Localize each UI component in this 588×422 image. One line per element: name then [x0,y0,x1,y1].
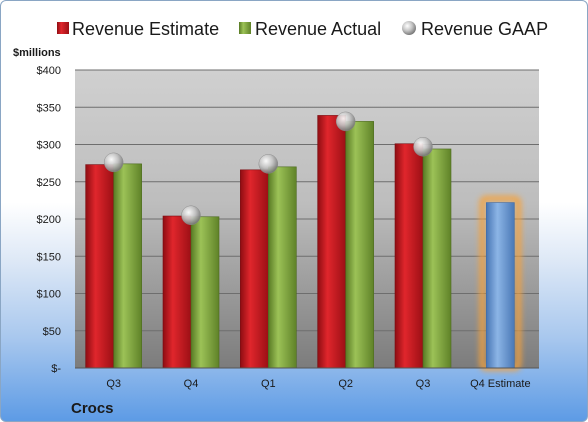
bar-revenue-actual [345,121,374,369]
marker-revenue-gaap [103,152,124,173]
x-category-label: Q4 Estimate [470,378,531,390]
x-category-label: Q2 [338,378,353,390]
legend: Revenue Estimate Revenue Actual Revenue … [57,19,548,39]
y-tick-label: $50 [43,326,61,338]
legend-label-gaap: Revenue GAAP [421,19,548,39]
marker-revenue-gaap [258,154,279,174]
marker-revenue-gaap [335,111,356,132]
marker-revenue-gaap [413,136,433,157]
bars [85,115,522,371]
y-tick-label: $250 [37,177,61,189]
company-label: Crocs [71,400,114,417]
x-axis-categories: Q3 Q4 Q1 Q2 Q3 Q4 Estimate [106,378,530,390]
y-unit-label: $millions [13,47,61,59]
bar-revenue-actual [190,216,220,369]
y-tick-label: $350 [37,102,61,114]
legend-swatch-estimate [57,22,69,34]
y-tick-label: $150 [37,251,61,263]
x-category-label: Q3 [416,378,431,390]
marker-revenue-gaap [181,205,201,226]
legend-item-revenue-gaap: Revenue GAAP [402,19,548,39]
y-tick-label: $- [51,363,61,375]
bar-revenue-estimate [240,169,269,369]
legend-swatch-gaap [402,21,416,35]
legend-item-revenue-actual: Revenue Actual [239,19,381,39]
bar-revenue-estimate [85,164,114,369]
bar-revenue-estimate [162,215,192,369]
legend-swatch-actual [239,22,251,34]
bar-revenue-actual [422,148,452,369]
y-tick-label: $100 [37,289,61,301]
bar-revenue-actual [268,166,297,369]
gridlines [75,69,539,332]
y-tick-label: $300 [37,140,61,152]
bar-revenue-actual [113,163,142,369]
bar-revenue-estimate [394,143,424,369]
y-tick-label: $400 [37,65,61,77]
legend-label-actual: Revenue Actual [255,19,381,39]
legend-item-revenue-estimate: Revenue Estimate [57,19,219,39]
x-category-label: Q4 [184,378,199,390]
y-tick-label: $200 [37,214,61,226]
bar-revenue-estimate [317,115,346,369]
bar-q4-estimate [486,202,515,369]
x-category-label: Q1 [261,378,276,390]
legend-label-estimate: Revenue Estimate [72,19,219,39]
y-axis-ticks: $- $50 $100 $150 $200 $250 $300 $350 $400 [37,65,62,375]
x-category-label: Q3 [106,378,121,390]
gaap-markers [103,111,433,226]
